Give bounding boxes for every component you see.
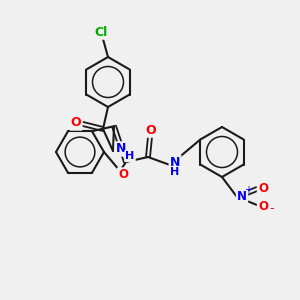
Text: Cl: Cl	[94, 26, 108, 38]
Text: N: N	[116, 142, 126, 155]
Text: N: N	[170, 155, 180, 169]
Text: O: O	[118, 169, 128, 182]
Text: O: O	[258, 200, 268, 214]
Text: +: +	[244, 185, 252, 195]
Text: -: -	[269, 202, 274, 215]
Text: H: H	[125, 151, 135, 161]
Text: O: O	[146, 124, 156, 136]
Text: O: O	[258, 182, 268, 196]
Text: H: H	[170, 167, 180, 177]
Text: N: N	[237, 190, 247, 203]
Text: O: O	[71, 116, 81, 130]
